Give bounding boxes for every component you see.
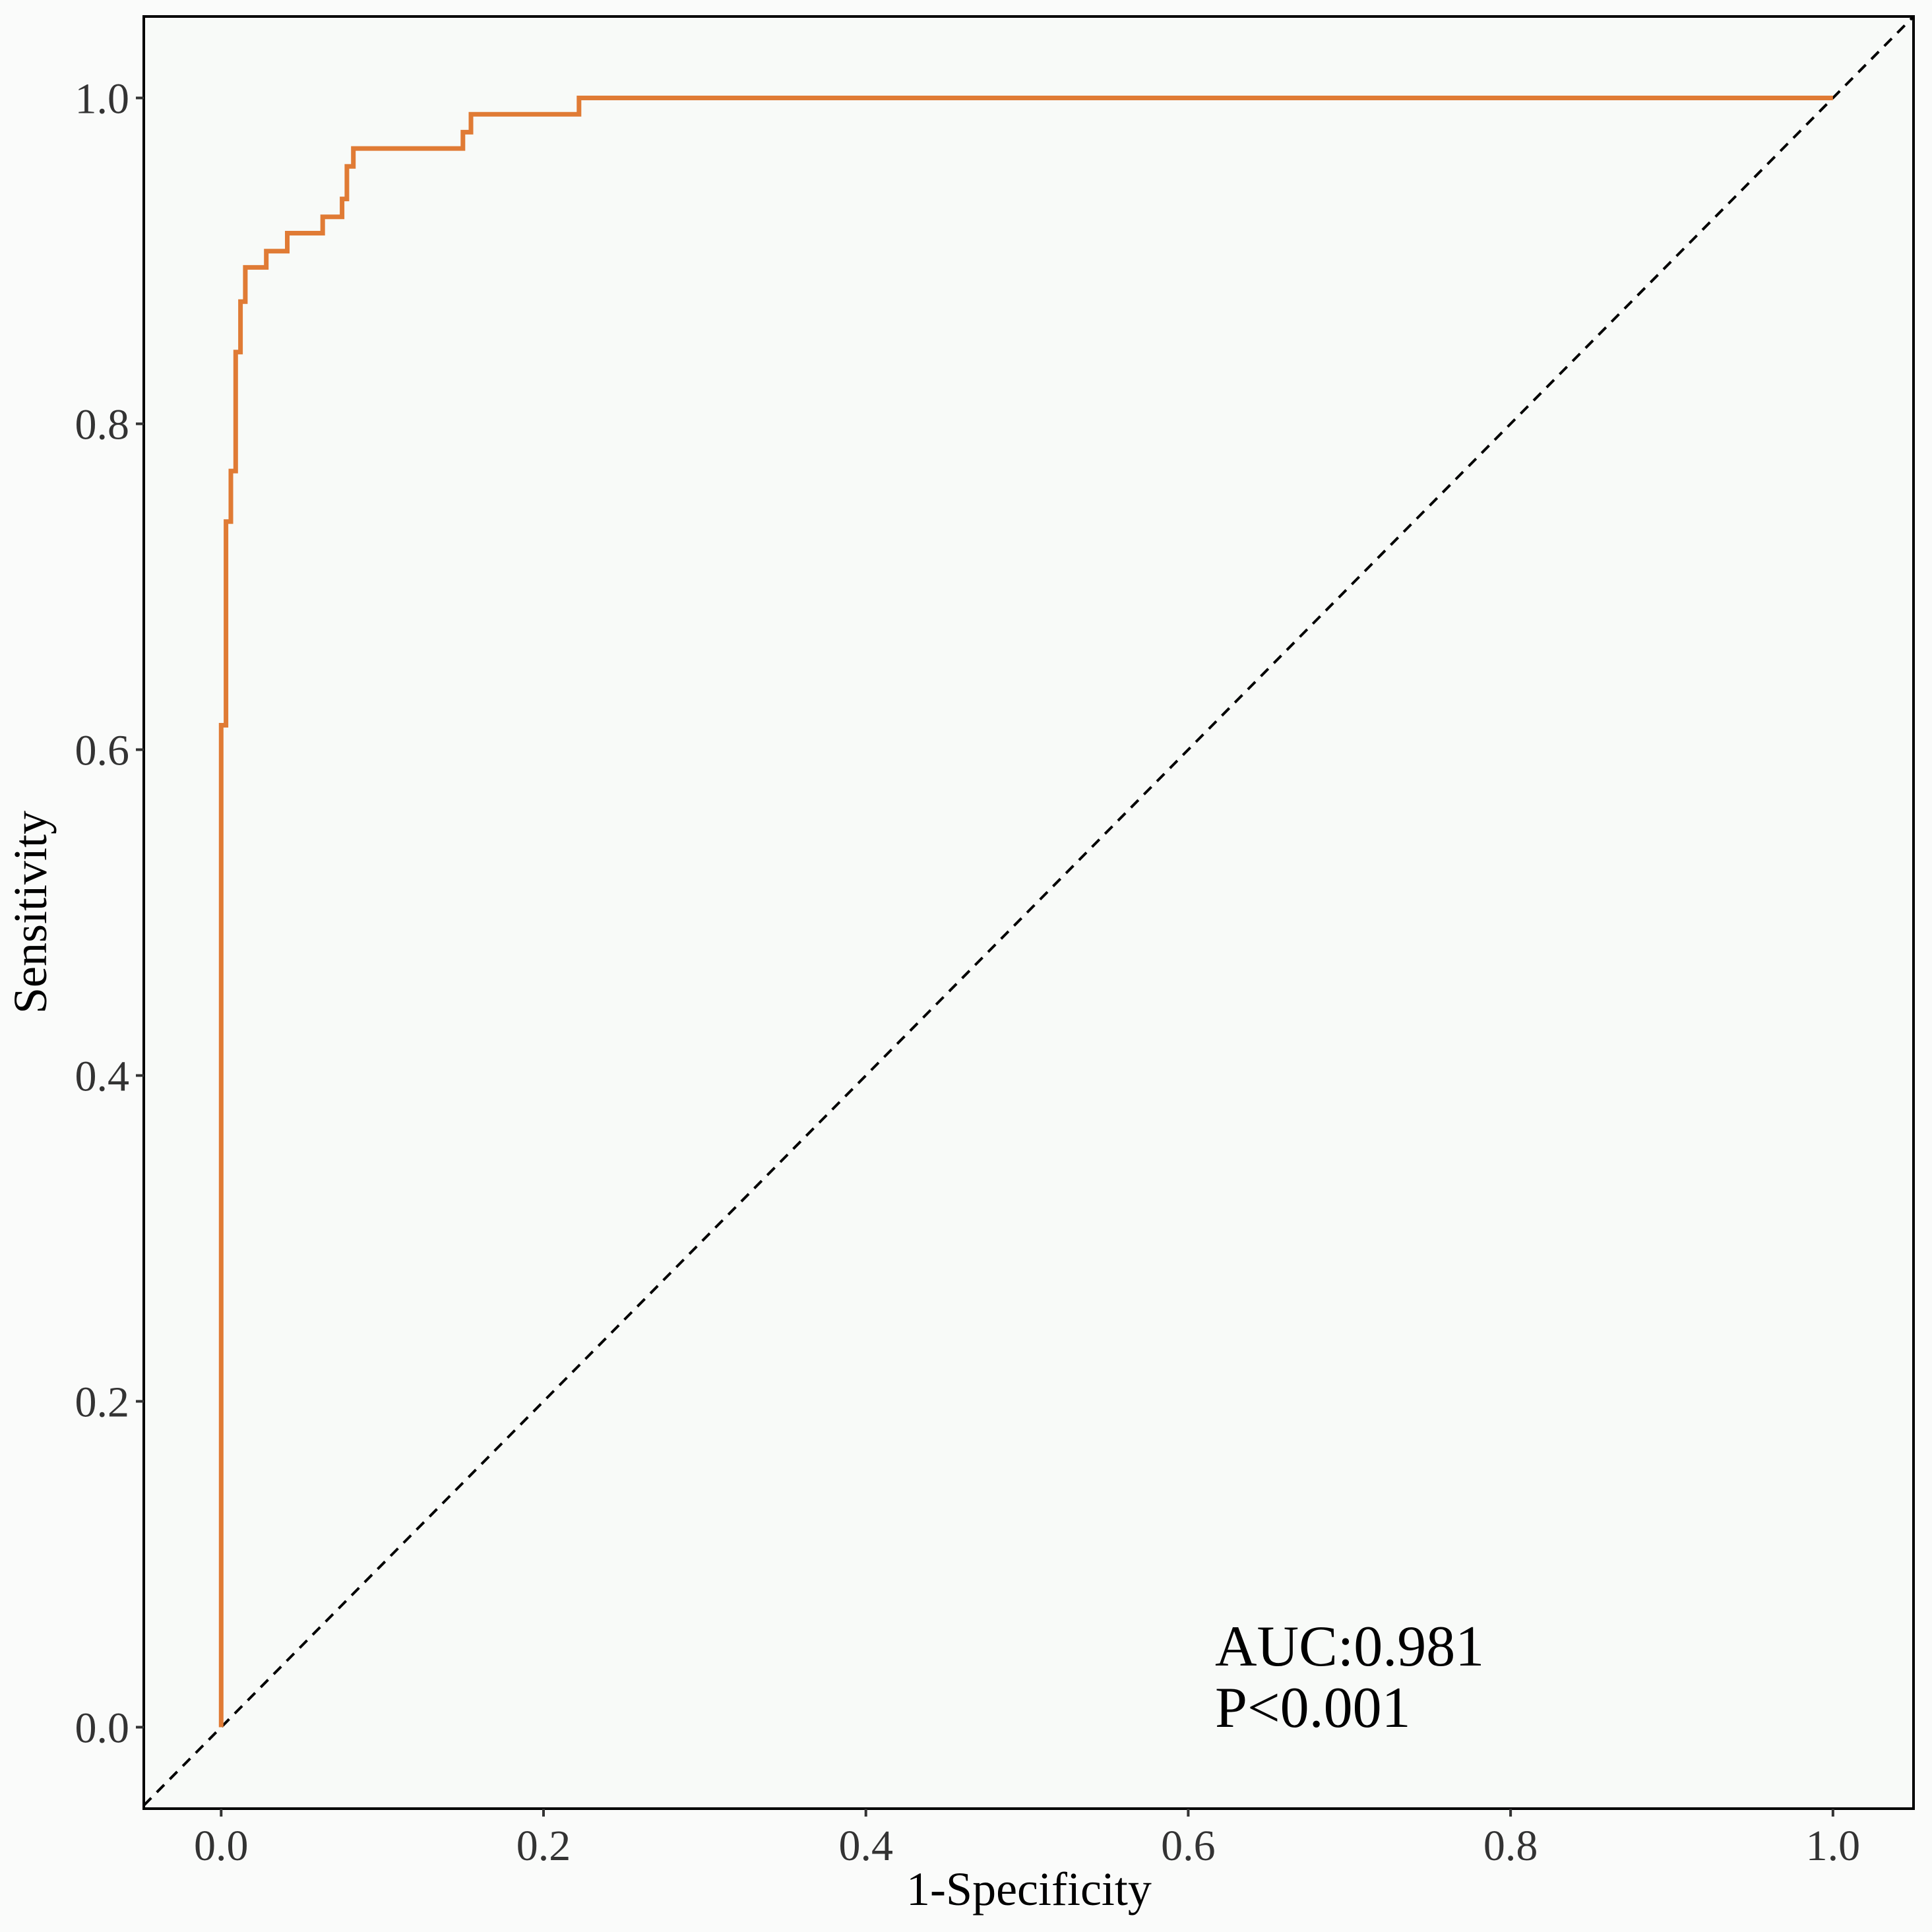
x-axis-title: 1-Specificity [906,1863,1152,1916]
x-tick-label: 0.6 [1161,1822,1216,1870]
y-tick-label: 1.0 [75,75,130,123]
plot-border [142,15,1915,1810]
y-tick-label: 0.4 [75,1053,130,1101]
x-tick-label: 0.8 [1483,1822,1538,1870]
p-value-annotation: P<0.001 [1215,1676,1411,1740]
y-tick-label: 0.0 [75,1704,130,1753]
y-tick-label: 0.2 [75,1379,130,1427]
x-tick-label: 0.4 [838,1822,893,1870]
auc-annotation: AUC:0.981 [1215,1615,1484,1679]
y-tick-label: 0.6 [75,727,130,775]
roc-curve [218,96,1833,1728]
y-axis-title: Sensitivity [4,811,57,1014]
y-tick-label: 0.8 [75,401,130,449]
reference-diagonal-line [142,15,1915,1807]
x-tick-label: 0.0 [194,1822,249,1870]
x-tick-label: 1.0 [1806,1822,1861,1870]
x-tick-label: 0.2 [516,1822,571,1870]
